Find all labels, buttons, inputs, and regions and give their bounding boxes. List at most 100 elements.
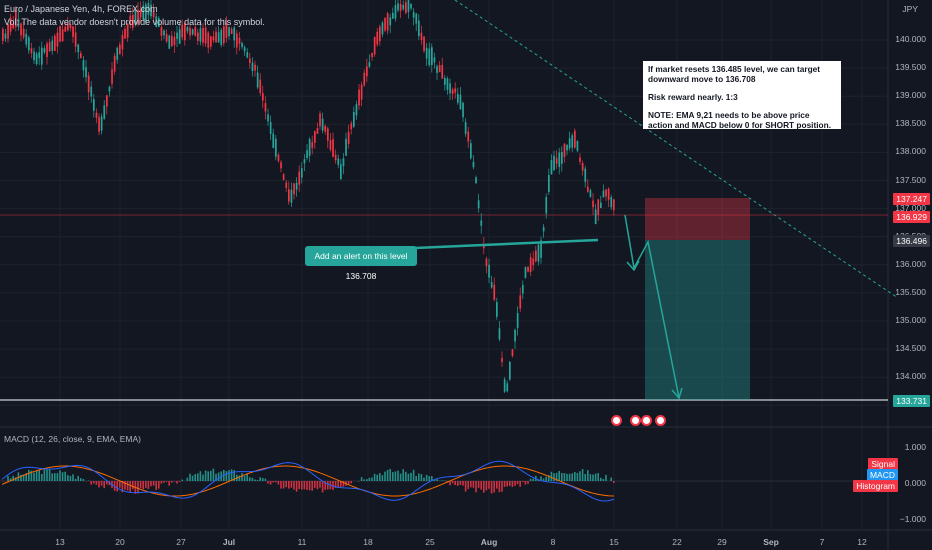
histogram-bar <box>145 481 147 489</box>
price-axis-label: 138.000 <box>895 146 926 157</box>
histogram-bar <box>516 481 519 485</box>
histogram-bar <box>462 481 464 486</box>
candle <box>124 28 126 39</box>
histogram-bar <box>186 477 189 481</box>
histogram-bar <box>103 481 105 489</box>
volume-notice: Vol: The data vendor doesn't provide vol… <box>4 17 265 27</box>
histogram-bar <box>428 476 430 481</box>
candle <box>485 258 488 267</box>
candle <box>90 86 93 97</box>
histogram-bar <box>441 480 443 481</box>
histogram-bar <box>451 481 454 484</box>
histogram-bar <box>459 481 462 486</box>
histogram-bar <box>368 477 371 481</box>
candle <box>371 52 373 58</box>
time-axis-label: 8 <box>550 537 556 547</box>
arrow-head <box>671 387 683 400</box>
candle <box>537 244 540 262</box>
histogram-bar <box>204 470 207 481</box>
candle <box>95 112 98 118</box>
candle <box>303 159 306 164</box>
candle <box>563 143 566 157</box>
candle <box>67 23 69 31</box>
candle <box>30 48 33 54</box>
histogram-bar <box>386 469 389 481</box>
histogram-bar <box>67 475 69 481</box>
candle <box>511 349 514 357</box>
alert-callout[interactable]: Add an alert on this level 136.708 <box>305 246 417 281</box>
candle <box>69 24 72 29</box>
histogram-bar <box>181 479 183 481</box>
histogram-bar <box>561 473 563 481</box>
candle <box>223 26 225 43</box>
candle <box>581 162 584 171</box>
histogram-bar <box>379 473 381 481</box>
price-axis-label: 139.500 <box>895 62 926 73</box>
economic-event-icon[interactable] <box>630 415 641 426</box>
candle <box>59 25 61 42</box>
analysis-note[interactable]: If market resets 136.485 level, we can t… <box>643 61 841 130</box>
histogram-bar <box>332 481 334 490</box>
histogram-bar <box>407 473 410 481</box>
candle <box>251 62 254 71</box>
histogram-bar <box>470 481 472 488</box>
candle <box>103 105 106 119</box>
histogram-bar <box>579 471 581 481</box>
candle <box>535 250 537 262</box>
time-axis-label: 25 <box>425 537 435 547</box>
histogram-bar <box>77 475 79 481</box>
histogram-bar <box>496 481 498 489</box>
candle <box>558 152 561 167</box>
candle <box>600 202 602 209</box>
histogram-bar <box>46 469 48 481</box>
histogram-bar <box>256 480 259 481</box>
candle <box>254 64 256 71</box>
histogram-bar <box>290 481 293 488</box>
histogram-bar <box>550 471 553 481</box>
histogram-bar <box>41 473 43 481</box>
histogram-bar <box>280 481 282 489</box>
histogram-bar <box>160 481 163 484</box>
candle <box>74 32 77 47</box>
economic-event-icon[interactable] <box>611 415 622 426</box>
histogram-bar <box>306 481 308 490</box>
candle <box>181 24 184 38</box>
candle <box>108 86 111 92</box>
histogram-bar <box>251 477 254 481</box>
symbol-title[interactable]: Euro / Japanese Yen, 4h, FOREX.com <box>4 4 158 14</box>
candle <box>392 12 394 19</box>
candle <box>230 28 233 35</box>
candle <box>368 62 371 67</box>
candle <box>402 4 405 10</box>
economic-event-icon[interactable] <box>655 415 666 426</box>
economic-event-icon[interactable] <box>641 415 652 426</box>
candle <box>355 104 358 116</box>
candle <box>428 48 431 66</box>
histogram-bar <box>38 470 40 481</box>
candle <box>269 122 272 134</box>
candle <box>462 102 464 118</box>
candle <box>324 125 327 132</box>
histogram-bar <box>288 481 290 489</box>
histogram-bar <box>267 481 269 484</box>
candle <box>423 36 425 51</box>
candle <box>220 29 223 45</box>
candle <box>522 284 524 294</box>
histogram-bar <box>529 478 532 481</box>
candle <box>488 264 490 278</box>
take-profit-zone <box>645 240 750 400</box>
histogram-bar <box>150 481 152 487</box>
candle <box>171 35 173 47</box>
price-axis-label: 136.000 <box>895 258 926 269</box>
histogram-bar <box>581 469 584 481</box>
histogram-bar <box>33 472 35 481</box>
histogram-bar <box>571 473 573 481</box>
histogram-bar <box>269 481 272 485</box>
candle <box>134 9 137 25</box>
histogram-bar <box>381 475 384 481</box>
candle <box>436 66 438 73</box>
macd-title[interactable]: MACD (12, 26, close, 9, EMA, EMA) <box>4 434 141 444</box>
candle <box>610 197 613 208</box>
